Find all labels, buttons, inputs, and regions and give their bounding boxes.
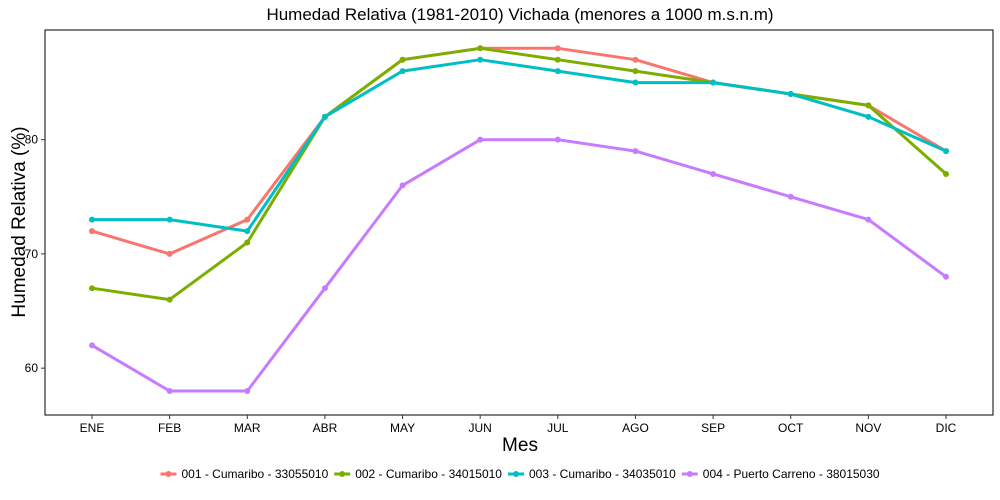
plot-panel — [44, 29, 994, 416]
x-tick-label: JUL — [547, 421, 569, 435]
data-point — [477, 136, 484, 143]
data-point — [554, 45, 561, 52]
data-point — [710, 79, 717, 86]
data-point — [787, 193, 794, 200]
y-tick-label: 60 — [25, 361, 39, 375]
data-point — [632, 56, 639, 63]
legend-label: 002 - Cumaribo - 34015010 — [355, 467, 502, 481]
data-point — [244, 216, 251, 223]
data-point — [166, 296, 173, 303]
data-point — [865, 113, 872, 120]
series-line-4 — [90, 138, 948, 393]
legend-label: 001 - Cumaribo - 33055010 — [182, 467, 329, 481]
data-point — [89, 216, 95, 223]
legend-key-point — [165, 471, 172, 477]
data-point — [321, 113, 328, 120]
data-point — [244, 228, 251, 235]
legend-label: 004 - Puerto Carreno - 38015030 — [703, 467, 880, 481]
data-point — [632, 148, 639, 155]
x-tick-label: OCT — [778, 421, 804, 435]
data-point — [244, 388, 251, 395]
legend-item-4: 004 - Puerto Carreno - 38015030 — [681, 467, 880, 481]
y-axis: 60 70 80 — [25, 133, 45, 375]
x-tick-label: MAY — [390, 421, 415, 435]
legend-item-2: 002 - Cumaribo - 34015010 — [334, 467, 502, 481]
legend: 001 - Cumaribo - 33055010 002 - Cumaribo … — [160, 467, 880, 481]
data-point — [943, 148, 949, 155]
x-axis: ENE FEB MAR ABR MAY JUN JUL AGO SEP OCT NOV DIC — [80, 415, 957, 435]
legend-key-point — [686, 471, 693, 477]
data-point — [399, 56, 406, 63]
y-axis-label: Humedad Relativa (%) — [9, 126, 30, 317]
x-tick-label: ABR — [313, 421, 338, 435]
data-point — [244, 239, 251, 246]
data-point — [865, 216, 872, 223]
data-point — [554, 68, 561, 75]
data-point — [89, 285, 95, 292]
data-point — [865, 102, 872, 109]
x-tick-label: DIC — [936, 421, 957, 435]
chart-title: Humedad Relativa (1981-2010) Vichada (me… — [266, 5, 773, 24]
y-tick-label: 80 — [25, 133, 39, 147]
x-tick-label: JUN — [469, 421, 492, 435]
data-point — [554, 56, 561, 63]
x-tick-label: SEP — [701, 421, 725, 435]
legend-item-1: 001 - Cumaribo - 33055010 — [160, 467, 329, 481]
data-point — [943, 170, 949, 177]
data-point — [166, 388, 173, 395]
data-point — [321, 285, 328, 292]
data-point — [399, 68, 406, 75]
data-point — [166, 250, 173, 257]
data-point — [477, 56, 484, 63]
series-points — [89, 45, 949, 395]
x-tick-label: MAR — [234, 421, 261, 435]
series-line-3 — [90, 58, 948, 233]
data-point — [710, 170, 717, 177]
data-point — [632, 68, 639, 75]
data-point — [399, 182, 406, 189]
legend-key-point — [513, 471, 519, 477]
legend-key-point — [339, 471, 346, 477]
data-point — [554, 136, 561, 143]
x-axis-label: Mes — [502, 435, 538, 456]
x-tick-label: FEB — [158, 421, 181, 435]
data-point — [787, 90, 794, 97]
legend-label: 003 - Cumaribo - 34035010 — [529, 467, 676, 481]
data-point — [477, 45, 484, 52]
series-line-2 — [90, 46, 948, 302]
data-point — [166, 216, 173, 223]
data-point — [632, 79, 639, 86]
legend-item-3: 003 - Cumaribo - 34035010 — [508, 467, 676, 481]
data-point — [89, 342, 95, 349]
data-point — [943, 273, 949, 280]
x-tick-label: AGO — [622, 421, 649, 435]
data-point — [89, 228, 95, 235]
y-tick-label: 70 — [25, 247, 39, 261]
x-tick-label: NOV — [855, 421, 881, 435]
series-lines — [90, 46, 948, 393]
x-tick-label: ENE — [80, 421, 105, 435]
